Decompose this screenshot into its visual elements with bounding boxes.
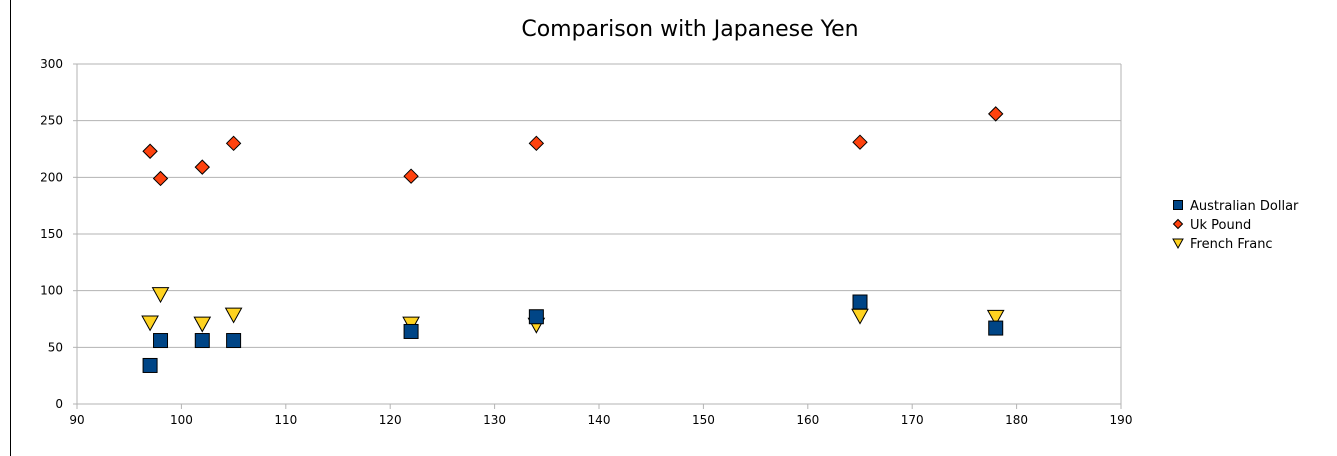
x-tick-label: 150 [692,413,715,427]
data-point [224,307,243,324]
data-point [851,308,869,325]
y-tick-label: 300 [40,57,63,71]
y-tick-label: 200 [40,170,63,184]
y-axis-tick-labels: 0 50 100 150 200 250 300 [40,57,63,411]
x-tick-label: 170 [901,413,924,427]
legend-marker [1172,238,1184,250]
series-australian-dollar [142,294,1004,373]
window-left-edge [0,0,11,456]
x-tick-label: 110 [274,413,297,427]
data-point [986,309,1005,326]
data-point [852,134,868,150]
legend-label: French Franc [1190,237,1273,252]
data-point [151,287,170,304]
x-axis-tick-labels: 90 100 110 120 130 140 150 160 170 180 190 [69,413,1132,427]
y-tick-label: 50 [48,340,63,354]
legend-marker [1172,218,1184,230]
x-tick-label: 120 [379,413,402,427]
x-tick-label: 140 [588,413,611,427]
series-french-franc [141,287,1005,334]
data-point [142,143,158,159]
chart-title: Comparison with Japanese Yen [521,17,858,42]
x-tick-label: 160 [796,413,819,427]
data-point [226,333,242,349]
data-point [153,333,169,349]
axes [73,63,1122,409]
data-point [988,320,1004,336]
x-tick-label: 100 [170,413,193,427]
data-point [194,333,210,349]
data-point [988,106,1004,122]
y-tick-label: 250 [40,114,63,128]
data-point [528,309,544,325]
data-point [193,316,212,333]
legend: Australian Dollar Uk Pound French Franc [1172,199,1299,252]
data-point [142,357,158,373]
gridlines [77,63,1121,405]
data-point [528,135,545,152]
x-tick-label: 190 [1110,413,1133,427]
data-points [141,106,1005,373]
legend-label: Uk Pound [1190,218,1251,233]
x-tick-label: 180 [1005,413,1028,427]
x-tick-label: 130 [483,413,506,427]
data-point [403,168,419,184]
data-point [852,294,868,310]
y-tick-label: 100 [40,284,63,298]
data-point [225,135,242,152]
legend-label: Australian Dollar [1190,199,1299,214]
data-point [403,323,419,339]
legend-marker [1173,200,1183,210]
y-tick-label: 150 [40,227,63,241]
data-point [194,159,210,175]
series-uk-pound [142,106,1004,187]
x-tick-label: 90 [69,413,84,427]
y-tick-label: 0 [55,397,63,411]
data-point [152,170,169,187]
data-point [141,315,159,332]
